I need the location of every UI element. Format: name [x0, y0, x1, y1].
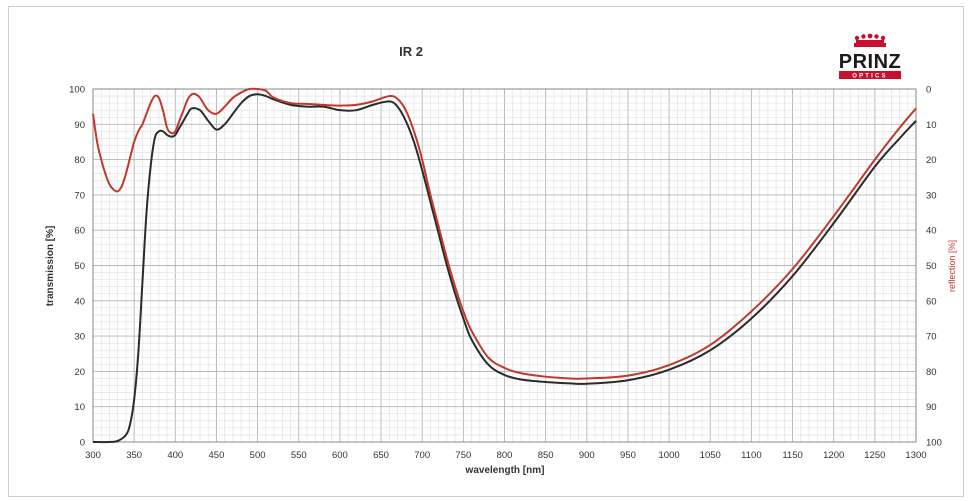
- y-tick-label: 90: [74, 120, 85, 131]
- y2-tick-label: 60: [926, 296, 937, 307]
- y-tick-label: 80: [74, 155, 85, 166]
- y2-tick-label: 30: [926, 190, 937, 201]
- y-tick-label: 0: [80, 438, 85, 449]
- x-tick-label: 1150: [782, 450, 802, 461]
- transmission-line: [92, 93, 917, 444]
- reflection-line: [92, 87, 917, 380]
- y-tick-label: 30: [74, 332, 85, 343]
- y2-tick-label: 70: [926, 332, 937, 343]
- y2-tick-label: 50: [926, 261, 937, 272]
- x-axis-label: wavelength [nm]: [465, 465, 545, 476]
- series-group: [92, 87, 917, 444]
- y2-tick-label: 80: [926, 367, 937, 378]
- x-tick-label: 300: [85, 450, 101, 461]
- x-tick-label: 850: [538, 450, 554, 461]
- y-axis-label: transmission [%]: [45, 226, 56, 307]
- x-tick-label: 1200: [823, 450, 844, 461]
- transmission-chart: 300 350 400 450 500 550 600 650 700 750 800 850 900 9…: [9, 7, 963, 496]
- y2-axis-label: reflection [%]: [947, 240, 957, 292]
- grid: [92, 88, 917, 443]
- x-tick-label: 750: [455, 450, 471, 461]
- y-tick-label: 10: [74, 402, 85, 413]
- y2-tick-label: 10: [926, 120, 937, 131]
- x-tick-label: 800: [497, 450, 513, 461]
- x-tick-label: 650: [373, 450, 389, 461]
- y-tick-label: 20: [74, 367, 85, 378]
- y-tick-label: 70: [74, 190, 85, 201]
- prinz-optics-logo: PRINZ OPTICS: [839, 33, 902, 80]
- x-tick-label: 450: [209, 450, 225, 461]
- y2-tick-label: 100: [926, 438, 942, 449]
- x-tick-label: 950: [620, 450, 636, 461]
- y2-tick-label: 90: [926, 402, 937, 413]
- y2-tick-label: 20: [926, 155, 937, 166]
- x-tick-label: 1000: [659, 450, 680, 461]
- x-tick-label: 1300: [905, 450, 926, 461]
- x-tick-label: 1250: [864, 450, 885, 461]
- crown-icon: [854, 33, 886, 47]
- y2-tick-label: 0: [926, 85, 931, 96]
- x-tick-label: 1050: [700, 450, 721, 461]
- x-tick-label: 350: [126, 450, 142, 461]
- plot-border: [92, 88, 917, 443]
- x-tick-label: 900: [579, 450, 595, 461]
- x-tick-label: 600: [332, 450, 348, 461]
- y-tick-label: 100: [69, 85, 85, 96]
- x-tick-label: 550: [291, 450, 307, 461]
- logo-sub: OPTICS: [852, 74, 888, 80]
- x-tick-label: 500: [250, 450, 266, 461]
- chart-title: IR 2: [399, 44, 423, 59]
- y-tick-label: 60: [74, 226, 85, 237]
- x-tick-label: 700: [414, 450, 430, 461]
- y2-tick-label: 40: [926, 226, 937, 237]
- x-tick-label: 400: [167, 450, 183, 461]
- chart-frame: 300 350 400 450 500 550 600 650 700 750 800 850 900 9…: [8, 6, 964, 497]
- logo-sub-band: [839, 71, 901, 79]
- x-tick-label: 1100: [741, 450, 761, 461]
- x-tick-labels: 300 350 400 450 500 550 600 650 700 750 800 850 900 9…: [85, 450, 927, 461]
- y-tick-labels: 0 10 20 30 40 50 60 70 80 90 100: [69, 85, 85, 449]
- y-tick-label: 50: [74, 261, 85, 272]
- logo-brand: PRINZ: [839, 51, 902, 73]
- y-tick-label: 40: [74, 296, 85, 307]
